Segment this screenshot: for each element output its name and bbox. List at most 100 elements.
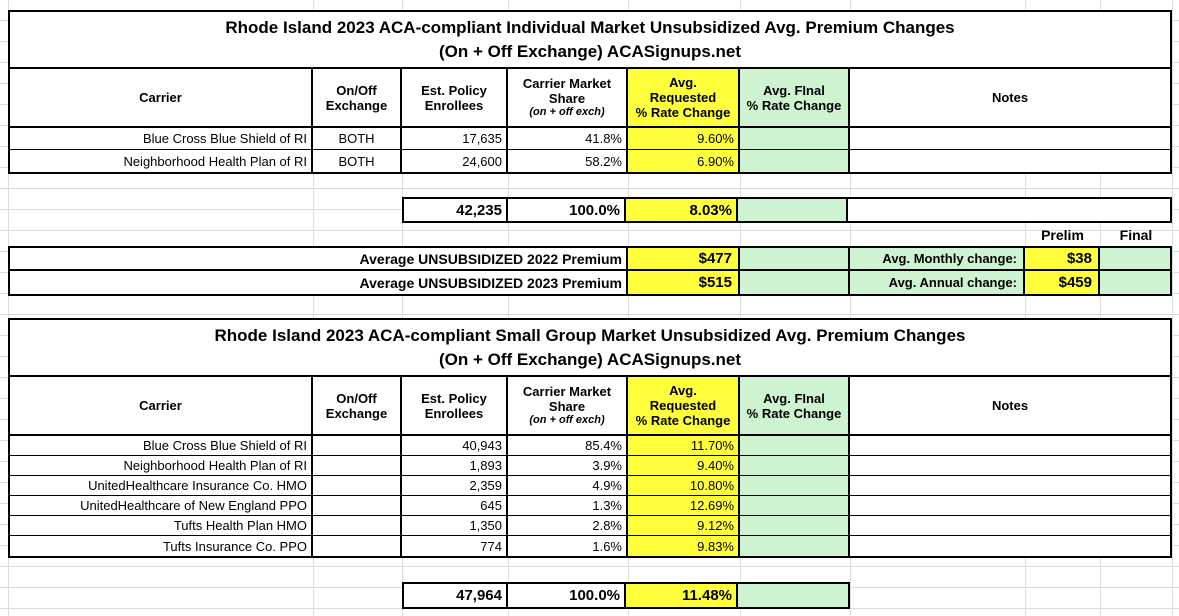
col-header-requested-rate[interactable]: Avg. Requested % Rate Change [628,377,740,434]
notes-cell[interactable] [850,150,1170,172]
share-cell[interactable]: 1.6% [508,536,628,556]
final-rate-cell[interactable] [740,496,850,515]
final-rate-cell[interactable] [740,150,850,172]
header-text: Avg. FInal [763,390,825,406]
premium-2023-final-cell[interactable] [740,271,850,294]
share-cell[interactable]: 41.8% [508,128,628,149]
monthly-change-label-cell[interactable]: Avg. Monthly change: [850,248,1025,269]
annual-change-prelim-cell[interactable]: $459 [1025,271,1100,294]
notes-cell[interactable] [850,128,1170,149]
enrollees-cell[interactable]: 40,943 [402,436,508,455]
carrier-cell[interactable]: Neighborhood Health Plan of RI [10,150,313,172]
prelim-column-label[interactable]: Prelim [1041,226,1084,243]
notes-cell[interactable] [850,476,1170,495]
total-notes-cell[interactable] [848,199,1170,221]
total-requested-rate-cell[interactable]: 8.03% [626,199,738,221]
final-column-label[interactable]: Final [1119,226,1153,243]
col-header-final-rate[interactable]: Avg. FInal % Rate Change [740,69,850,126]
annual-change-final-cell[interactable] [1100,271,1170,294]
premium-2023-value-cell[interactable]: $515 [628,271,740,294]
exchange-cell[interactable]: BOTH [313,150,402,172]
col-header-notes[interactable]: Notes [850,377,1170,434]
requested-rate-cell[interactable]: 10.80% [628,476,740,495]
exchange-cell[interactable] [313,516,402,535]
premium-2023-label-cell[interactable]: Average UNSUBSIDIZED 2023 Premium [10,271,628,294]
col-header-market-share[interactable]: Carrier Market Share (on + off exch) [508,69,628,126]
col-header-enrollees[interactable]: Est. Policy Enrollees [402,69,508,126]
final-rate-cell[interactable] [740,456,850,475]
enrollees-cell[interactable]: 1,893 [402,456,508,475]
col-header-carrier[interactable]: Carrier [10,377,313,434]
col-header-market-share[interactable]: Carrier Market Share (on + off exch) [508,377,628,434]
carrier-cell[interactable]: Blue Cross Blue Shield of RI [10,128,313,149]
total-final-rate-cell[interactable] [738,199,848,221]
col-header-enrollees[interactable]: Est. Policy Enrollees [402,377,508,434]
final-rate-cell[interactable] [740,536,850,556]
monthly-change-prelim-cell[interactable]: $38 [1025,248,1100,269]
requested-rate-cell[interactable]: 9.60% [628,128,740,149]
requested-rate-cell[interactable]: 9.40% [628,456,740,475]
total-share-cell[interactable]: 100.0% [508,199,626,221]
share-cell[interactable]: 3.9% [508,456,628,475]
share-cell[interactable]: 1.3% [508,496,628,515]
total-enrollees-cell[interactable]: 42,235 [404,199,508,221]
col-header-exchange[interactable]: On/Off Exchange [313,69,402,126]
final-rate-cell[interactable] [740,436,850,455]
share-cell[interactable]: 4.9% [508,476,628,495]
premium-summary-row: Average UNSUBSIDIZED 2023 Premium $515 A… [10,271,1170,294]
exchange-cell[interactable] [313,496,402,515]
enrollees-cell[interactable]: 17,635 [402,128,508,149]
final-rate-cell[interactable] [740,516,850,535]
total-share-cell[interactable]: 100.0% [508,584,626,607]
col-header-exchange[interactable]: On/Off Exchange [313,377,402,434]
enrollees-cell[interactable]: 24,600 [402,150,508,172]
requested-rate-cell[interactable]: 11.70% [628,436,740,455]
enrollees-cell[interactable]: 2,359 [402,476,508,495]
notes-cell[interactable] [850,436,1170,455]
requested-rate-cell[interactable]: 9.12% [628,516,740,535]
requested-rate-cell[interactable]: 9.83% [628,536,740,556]
premium-2022-final-cell[interactable] [740,248,850,269]
small-group-market-title[interactable]: Rhode Island 2023 ACA-compliant Small Gr… [10,320,1170,377]
carrier-cell[interactable]: UnitedHealthcare Insurance Co. HMO [10,476,313,495]
carrier-cell[interactable]: Blue Cross Blue Shield of RI [10,436,313,455]
enrollees-cell[interactable]: 645 [402,496,508,515]
total-enrollees-cell[interactable]: 47,964 [404,584,508,607]
monthly-change-final-cell[interactable] [1100,248,1170,269]
header-text: Exchange [325,405,388,421]
requested-rate-cell[interactable]: 6.90% [628,150,740,172]
carrier-cell[interactable]: UnitedHealthcare of New England PPO [10,496,313,515]
carrier-cell[interactable]: Tufts Insurance Co. PPO [10,536,313,556]
notes-cell[interactable] [850,516,1170,535]
header-text: Notes [991,398,1029,413]
col-header-notes[interactable]: Notes [850,69,1170,126]
total-requested-rate-cell[interactable]: 11.48% [626,584,738,607]
carrier-cell[interactable]: Neighborhood Health Plan of RI [10,456,313,475]
col-header-final-rate[interactable]: Avg. FInal % Rate Change [740,377,850,434]
share-cell[interactable]: 2.8% [508,516,628,535]
individual-market-title[interactable]: Rhode Island 2023 ACA-compliant Individu… [10,12,1170,69]
col-header-carrier[interactable]: Carrier [10,69,313,126]
total-final-rate-cell[interactable] [738,584,848,607]
exchange-cell[interactable]: BOTH [313,128,402,149]
notes-cell[interactable] [850,536,1170,556]
exchange-cell[interactable] [313,536,402,556]
exchange-cell[interactable] [313,476,402,495]
premium-2022-label-cell[interactable]: Average UNSUBSIDIZED 2022 Premium [10,248,628,269]
notes-cell[interactable] [850,496,1170,515]
exchange-cell[interactable] [313,436,402,455]
notes-cell[interactable] [850,456,1170,475]
share-cell[interactable]: 85.4% [508,436,628,455]
enrollees-cell[interactable]: 774 [402,536,508,556]
col-header-requested-rate[interactable]: Avg. Requested % Rate Change [628,69,740,126]
requested-rate-cell[interactable]: 12.69% [628,496,740,515]
carrier-cell[interactable]: Tufts Health Plan HMO [10,516,313,535]
enrollees-cell[interactable]: 1,350 [402,516,508,535]
premium-2022-value-cell[interactable]: $477 [628,248,740,269]
header-text: Avg. [669,383,697,398]
final-rate-cell[interactable] [740,476,850,495]
exchange-cell[interactable] [313,456,402,475]
annual-change-label-cell[interactable]: Avg. Annual change: [850,271,1025,294]
final-rate-cell[interactable] [740,128,850,149]
share-cell[interactable]: 58.2% [508,150,628,172]
